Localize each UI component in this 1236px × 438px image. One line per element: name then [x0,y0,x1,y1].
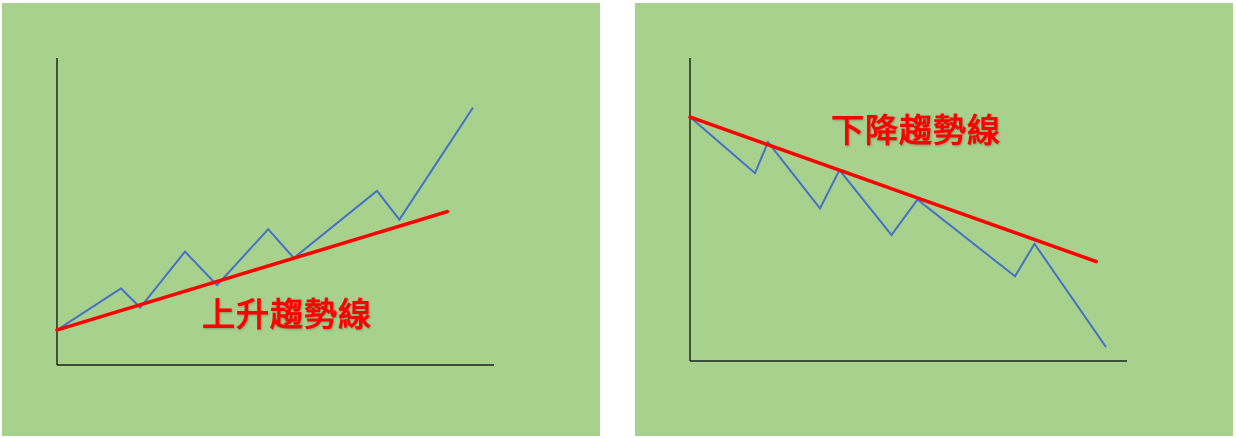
price-line [689,116,1107,348]
price-line [56,107,474,331]
uptrend-diagram [55,58,494,366]
uptrend-label: 上升趨勢線 [202,295,372,334]
downtrend-line [688,115,1098,264]
uptrend-panel: 上升趨勢線 [2,3,600,436]
uptrend-line [55,209,450,332]
downtrend-diagram [688,58,1127,362]
downtrend-panel: 下降趨勢線 [635,3,1233,436]
downtrend-label: 下降趨勢線 [831,111,1001,150]
